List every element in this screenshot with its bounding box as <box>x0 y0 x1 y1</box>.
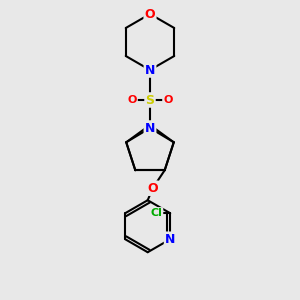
Text: Cl: Cl <box>150 208 162 218</box>
Text: N: N <box>165 233 175 246</box>
Text: S: S <box>146 94 154 106</box>
Text: O: O <box>127 95 137 105</box>
Text: N: N <box>145 64 155 76</box>
Text: O: O <box>147 182 158 195</box>
Text: N: N <box>145 122 155 134</box>
Text: O: O <box>145 8 155 20</box>
Text: O: O <box>163 95 173 105</box>
